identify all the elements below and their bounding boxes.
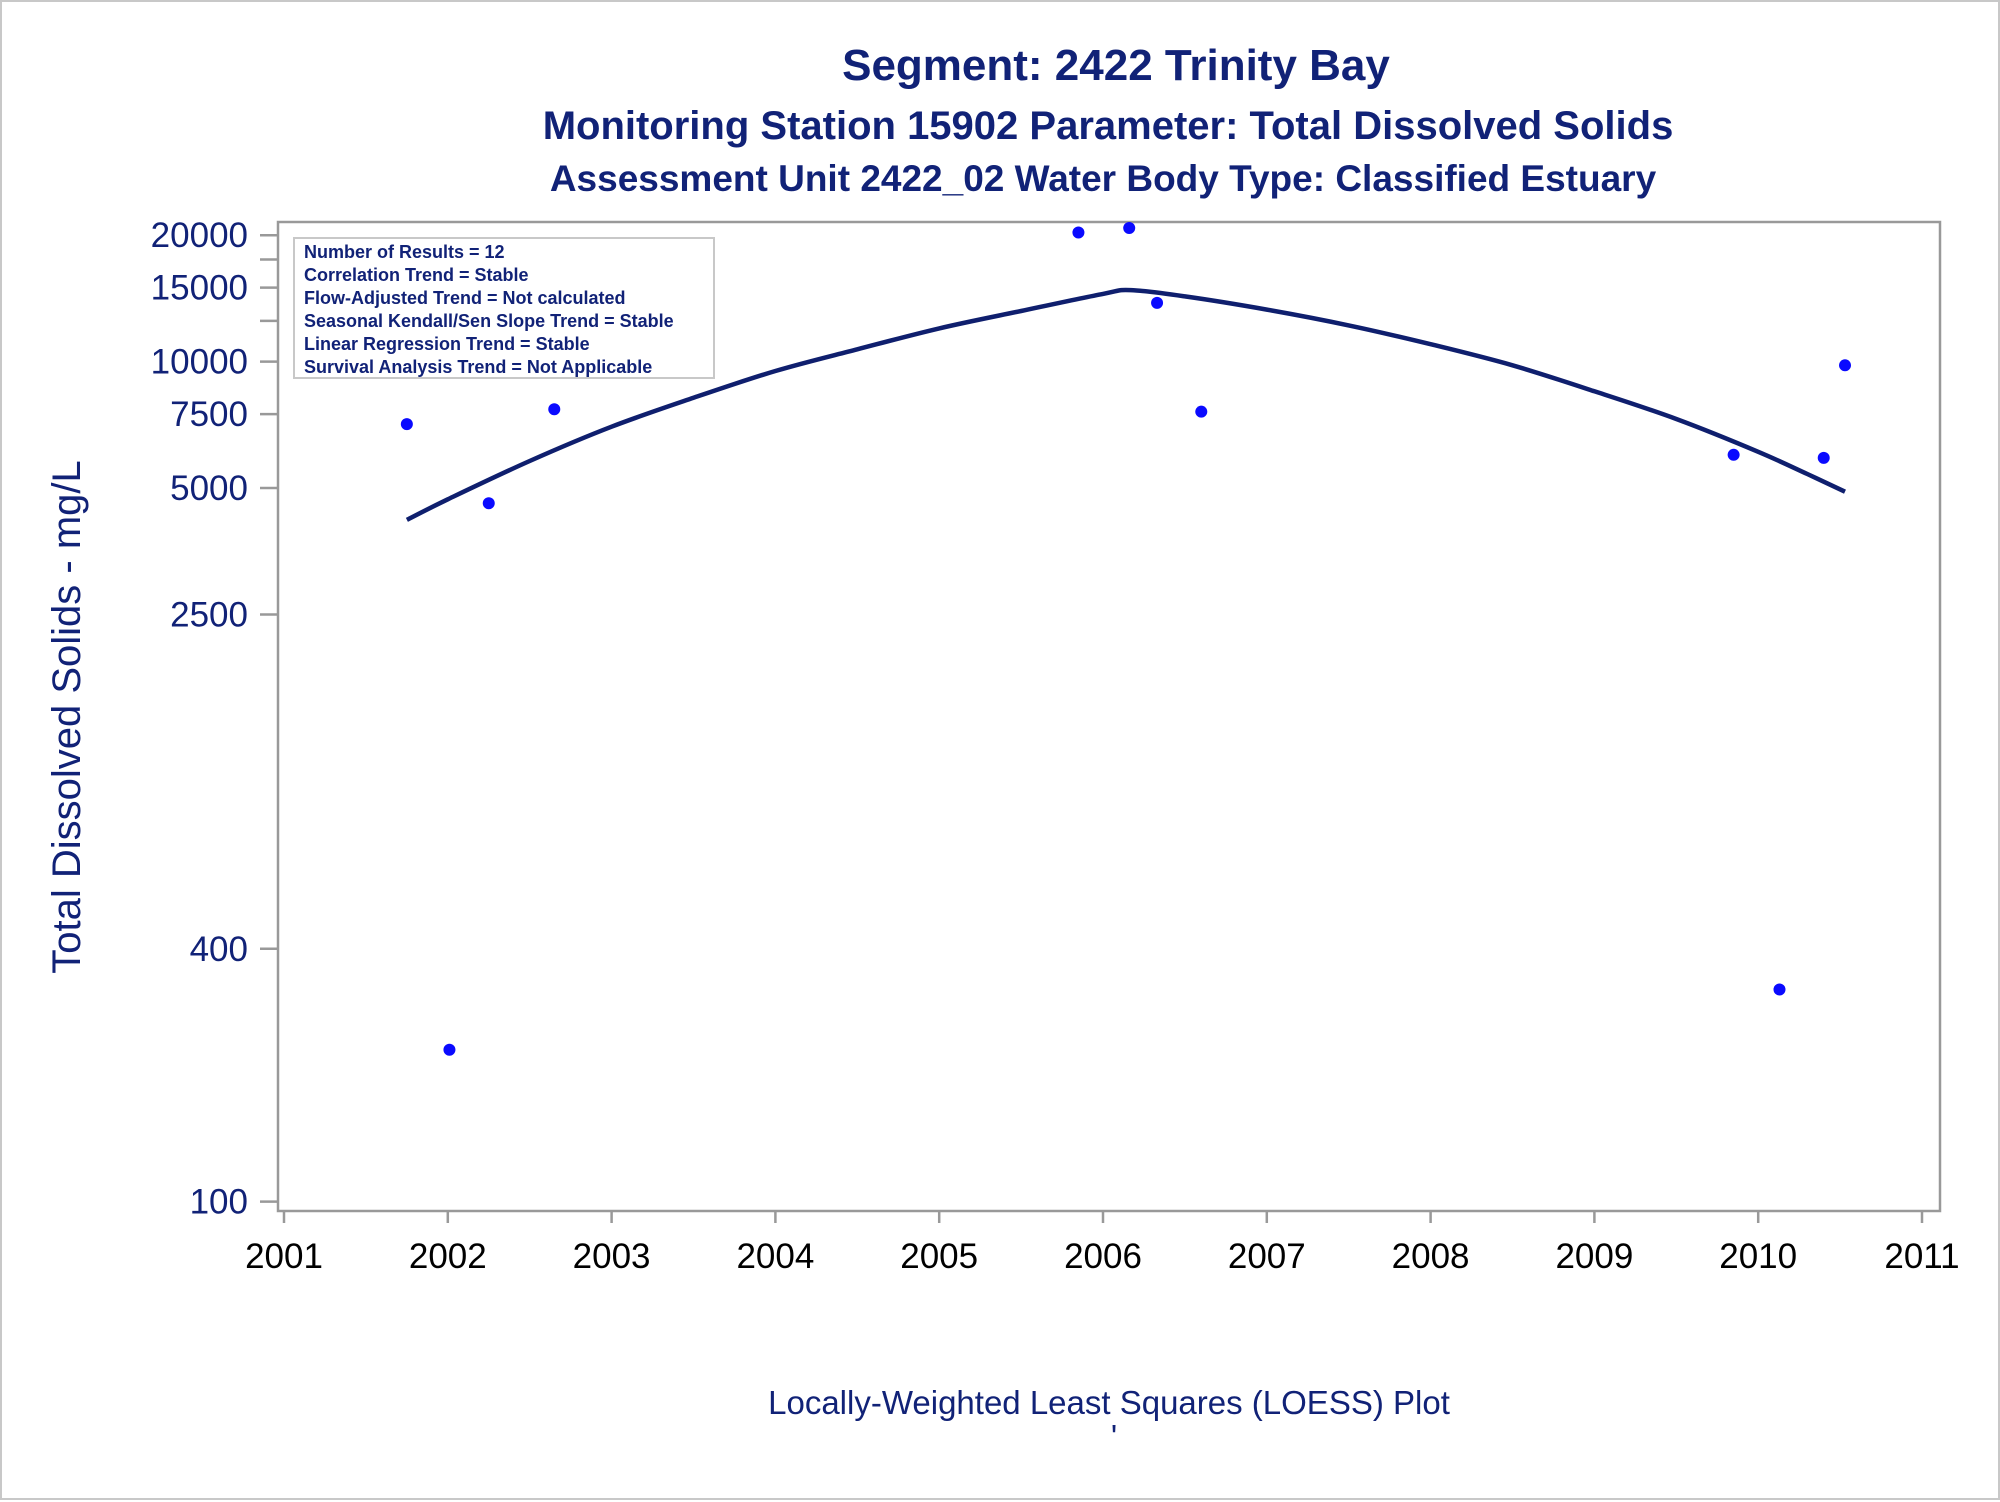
x-axis: 2001 2002 2003 2004 2005 2006 2007 2008 2009 2010… [245,1211,1960,1276]
x-tick-label: 2011 [1884,1237,1959,1276]
y-tick-label: 100 [190,1183,248,1222]
y-axis: 100 400 2500 5000 7500 10000 15000 20000 [151,216,278,1222]
stats-survival-analysis-trend: Survival Analysis Trend = Not Applicable [304,357,652,377]
x-tick-label: 2006 [1064,1237,1142,1276]
stats-number-of-results: Number of Results = 12 [304,242,505,262]
data-point [1123,222,1136,235]
data-point [1151,296,1164,309]
loess-curve-layer [405,287,1846,522]
data-point [1773,983,1786,996]
y-tick-label: 5000 [170,469,248,508]
chart-subtitle-station: Monitoring Station 15902 Parameter: Tota… [543,104,1674,148]
data-point [400,418,413,431]
y-tick-label: 10000 [151,343,248,382]
data-point [1839,359,1852,372]
y-axis-label: Total Dissolved Solids - mg/L [45,460,89,974]
stats-box-border [293,237,715,379]
stats-correlation-trend: Correlation Trend = Stable [304,265,529,285]
y-tick-label: 2500 [170,595,248,634]
data-point [1817,451,1830,464]
chart-title: Segment: 2422 Trinity Bay [842,41,1390,90]
y-tick-label: 400 [190,930,248,969]
x-tick-label: 2008 [1392,1237,1470,1276]
footer-caption: Locally-Weighted Least Squares (LOESS) P… [768,1384,1450,1421]
data-point [548,403,561,416]
chart-subtitle-assessment: Assessment Unit 2422_02 Water Body Type:… [550,158,1657,199]
x-tick-label: 2009 [1555,1237,1633,1276]
x-tick-label: 2002 [409,1237,487,1276]
x-tick-label: 2007 [1228,1237,1306,1276]
data-point [1072,226,1085,239]
data-point [1727,448,1740,461]
x-tick-label: 2005 [900,1237,978,1276]
data-points-layer [400,222,1852,1056]
x-tick-label: 2003 [573,1237,651,1276]
stats-flow-adjusted-trend: Flow-Adjusted Trend = Not calculated [304,288,626,308]
data-point [443,1043,456,1056]
y-tick-label: 20000 [151,216,248,255]
loess-curve [405,287,1846,522]
data-point [482,497,495,510]
stats-seasonal-kendall-trend: Seasonal Kendall/Sen Slope Trend = Stabl… [304,311,674,331]
y-tick-label: 15000 [151,269,248,308]
x-tick-label: 2001 [245,1237,323,1276]
x-tick-label: 2004 [736,1237,814,1276]
plot-area [276,220,1942,1213]
stats-linear-regression-trend: Linear Regression Trend = Stable [304,334,590,354]
x-tick-label: 2010 [1719,1237,1797,1276]
footer-mark: ' [1111,1418,1117,1455]
y-tick-label: 7500 [170,395,248,434]
stats-box: Number of Results = 12 Correlation Trend… [293,237,715,379]
data-point [1195,405,1208,418]
